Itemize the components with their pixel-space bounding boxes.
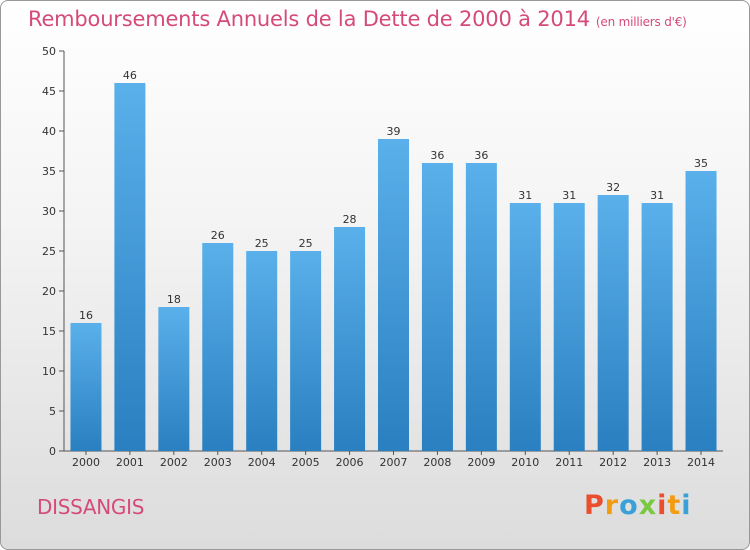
town-name: DISSANGIS [37,495,145,519]
bar-2008 [421,163,453,451]
data-label: 31 [562,189,576,202]
data-label: 26 [211,229,225,242]
data-label: 36 [474,149,488,162]
x-tick-label: 2009 [467,456,495,469]
bar-2002 [158,307,190,451]
logo-letter: i [681,490,692,521]
bar-2011 [553,203,585,451]
data-label: 16 [79,309,93,322]
y-tick-label: 5 [49,405,56,418]
bar-2001 [114,83,146,451]
chart-unit: (en milliers d'€) [595,15,687,29]
y-tick-label: 25 [42,245,56,258]
bar-2000 [70,323,102,451]
bar-2003 [202,243,234,451]
bar-2013 [641,203,673,451]
data-label: 46 [123,69,137,82]
x-tick-label: 2010 [511,456,539,469]
x-tick-label: 2013 [643,456,671,469]
x-tick-label: 2007 [380,456,408,469]
x-tick-label: 2000 [72,456,100,469]
logo-letter: o [619,490,639,521]
x-tick-label: 2005 [292,456,320,469]
bar-2005 [290,251,322,451]
data-label: 39 [387,125,401,138]
y-tick-label: 35 [42,165,56,178]
x-tick-label: 2006 [336,456,364,469]
bar-2007 [378,139,409,451]
x-tick-label: 2002 [160,456,188,469]
x-tick-label: 2011 [555,456,583,469]
data-label: 18 [167,293,181,306]
y-tick-label: 10 [42,365,56,378]
bar-2004 [246,251,278,451]
data-label: 36 [430,149,444,162]
data-label: 32 [606,181,620,194]
y-tick-label: 15 [42,325,56,338]
data-label: 28 [343,213,357,226]
x-tick-label: 2003 [204,456,232,469]
bar-2006 [334,227,366,451]
y-tick-label: 40 [42,125,56,138]
logo-letter: t [667,490,682,521]
y-tick-label: 30 [42,205,56,218]
y-tick-label: 50 [42,45,56,58]
bar-2012 [597,195,629,451]
x-tick-label: 2004 [248,456,276,469]
logo-letter: i [657,490,668,521]
x-tick-label: 2014 [687,456,715,469]
x-tick-label: 2012 [599,456,627,469]
x-tick-label: 2001 [116,456,144,469]
data-label: 31 [518,189,532,202]
bar-2014 [685,171,717,451]
bar-2009 [465,163,497,451]
data-label: 35 [694,157,708,170]
y-tick-label: 20 [42,285,56,298]
chart-title: Remboursements Annuels de la Dette de 20… [28,7,687,31]
x-tick-label: 2008 [423,456,451,469]
logo-letter: P [584,490,605,521]
data-label: 25 [255,237,269,250]
logo-letter: x [638,490,658,521]
proxiti-logo: Proxiti [584,490,692,521]
logo-letter: r [604,490,620,521]
bar-2010 [509,203,541,451]
y-tick-label: 0 [49,445,56,458]
data-label: 25 [299,237,313,250]
data-label: 31 [650,189,664,202]
y-tick-label: 45 [42,85,56,98]
